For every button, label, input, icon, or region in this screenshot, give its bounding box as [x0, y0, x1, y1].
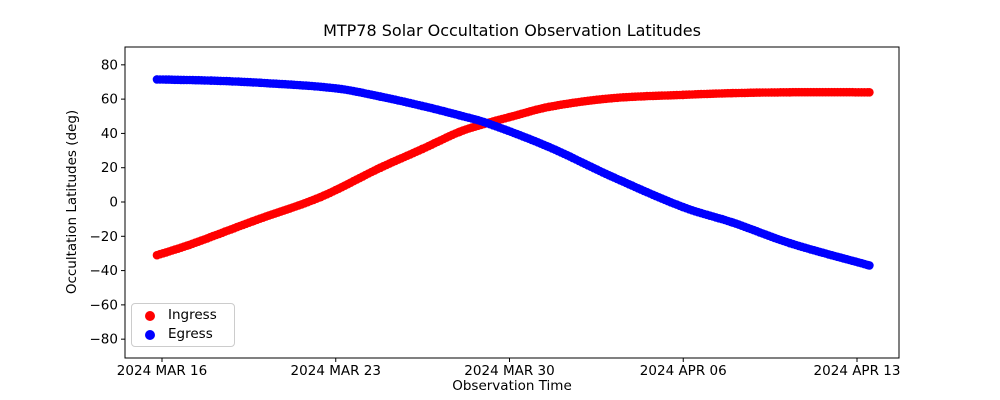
legend-item-egress: Egress — [132, 325, 234, 342]
egress-point — [865, 261, 874, 270]
legend: Ingress Egress — [131, 303, 235, 347]
ingress-points — [152, 87, 874, 260]
y-tick-label: 0 — [109, 195, 118, 211]
x-tick-label: 2024 APR 13 — [814, 363, 901, 379]
ingress-marker-icon — [145, 310, 155, 321]
y-tick-label: 60 — [101, 92, 118, 108]
y-axis-ticks: 80 60 40 20 0 −20 −40 −60 −80 — [90, 57, 125, 348]
y-tick-label: 80 — [101, 57, 118, 73]
y-tick-label: −60 — [90, 297, 119, 313]
egress-marker-icon — [145, 329, 155, 340]
y-tick-label: −80 — [90, 332, 119, 348]
x-tick-label: 2024 APR 06 — [640, 363, 727, 379]
y-tick-label: −20 — [90, 229, 119, 245]
x-axis-label: Observation Time — [452, 378, 572, 394]
legend-label-egress: Egress — [168, 325, 213, 342]
y-tick-label: 20 — [101, 160, 118, 176]
legend-item-ingress: Ingress — [132, 306, 234, 323]
axes: 2024 MAR 16 2024 MAR 23 2024 MAR 30 2024 AP… — [90, 46, 901, 379]
x-axis-ticks: 2024 MAR 16 2024 MAR 23 2024 MAR 30 2024 AP… — [117, 358, 901, 379]
x-tick-label: 2024 MAR 16 — [117, 363, 207, 379]
x-tick-label: 2024 MAR 30 — [464, 363, 554, 379]
legend-label-ingress: Ingress — [168, 306, 217, 323]
x-tick-label: 2024 MAR 23 — [291, 363, 381, 379]
y-axis-label: Occultation Latitudes (deg) — [64, 110, 80, 294]
chart-title: MTP78 Solar Occultation Observation Lati… — [323, 21, 701, 40]
y-tick-label: −40 — [90, 263, 119, 279]
egress-points — [152, 75, 874, 270]
ingress-point — [865, 88, 874, 97]
y-tick-label: 40 — [101, 126, 118, 142]
